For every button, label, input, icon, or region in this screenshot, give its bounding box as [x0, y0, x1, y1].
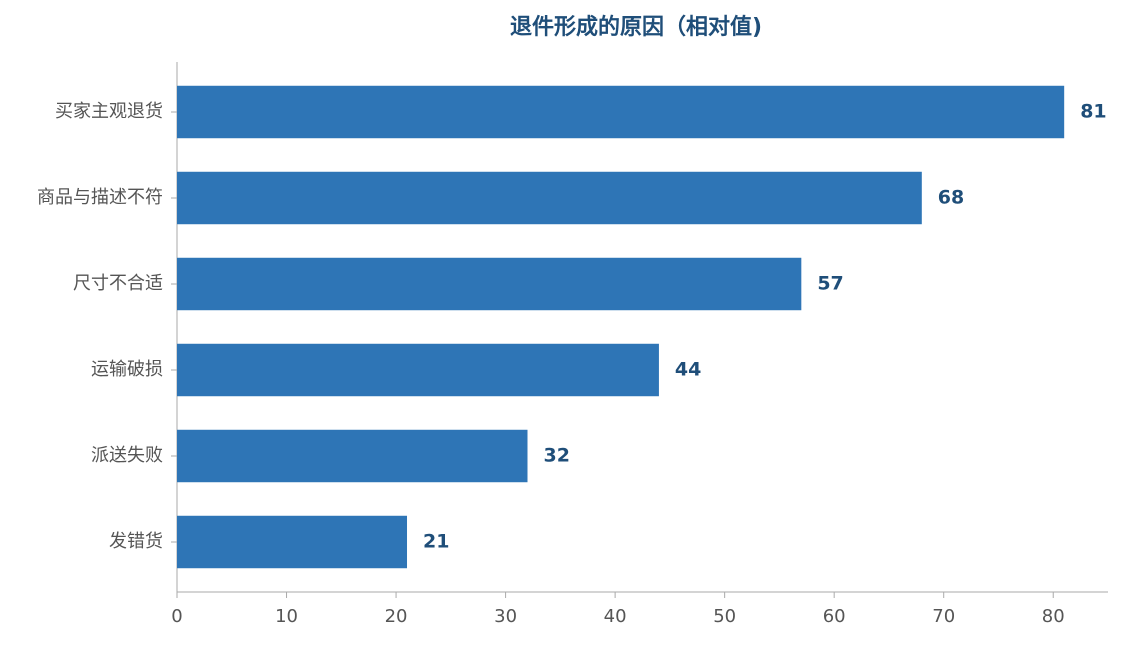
x-tick-label: 50	[713, 606, 736, 627]
bar	[177, 171, 922, 225]
bar	[177, 515, 408, 569]
bar	[177, 85, 1065, 139]
bar	[177, 429, 528, 483]
y-tick-label: 派送失败	[91, 445, 163, 466]
bar	[177, 257, 802, 311]
value-label: 68	[938, 187, 964, 209]
x-tick-label: 20	[385, 606, 408, 627]
x-tick-label: 40	[604, 606, 627, 627]
y-tick-label: 商品与描述不符	[37, 187, 163, 208]
bar	[177, 343, 659, 397]
x-tick-label: 30	[494, 606, 517, 627]
x-tick-label: 0	[171, 606, 182, 627]
value-label: 57	[817, 273, 843, 295]
y-tick-label: 买家主观退货	[55, 101, 163, 122]
value-label: 44	[675, 359, 701, 381]
y-tick-label: 尺寸不合适	[73, 273, 163, 294]
x-tick-label: 80	[1042, 606, 1065, 627]
value-label: 32	[543, 445, 569, 467]
x-tick-label: 60	[823, 606, 846, 627]
chart-title: 退件形成的原因（相对值)	[510, 14, 762, 40]
value-label: 81	[1080, 101, 1106, 123]
x-tick-label: 70	[932, 606, 955, 627]
x-tick-label: 10	[275, 606, 298, 627]
y-tick-label: 发错货	[109, 531, 163, 552]
y-tick-label: 运输破损	[91, 359, 163, 380]
value-label: 21	[423, 531, 449, 553]
